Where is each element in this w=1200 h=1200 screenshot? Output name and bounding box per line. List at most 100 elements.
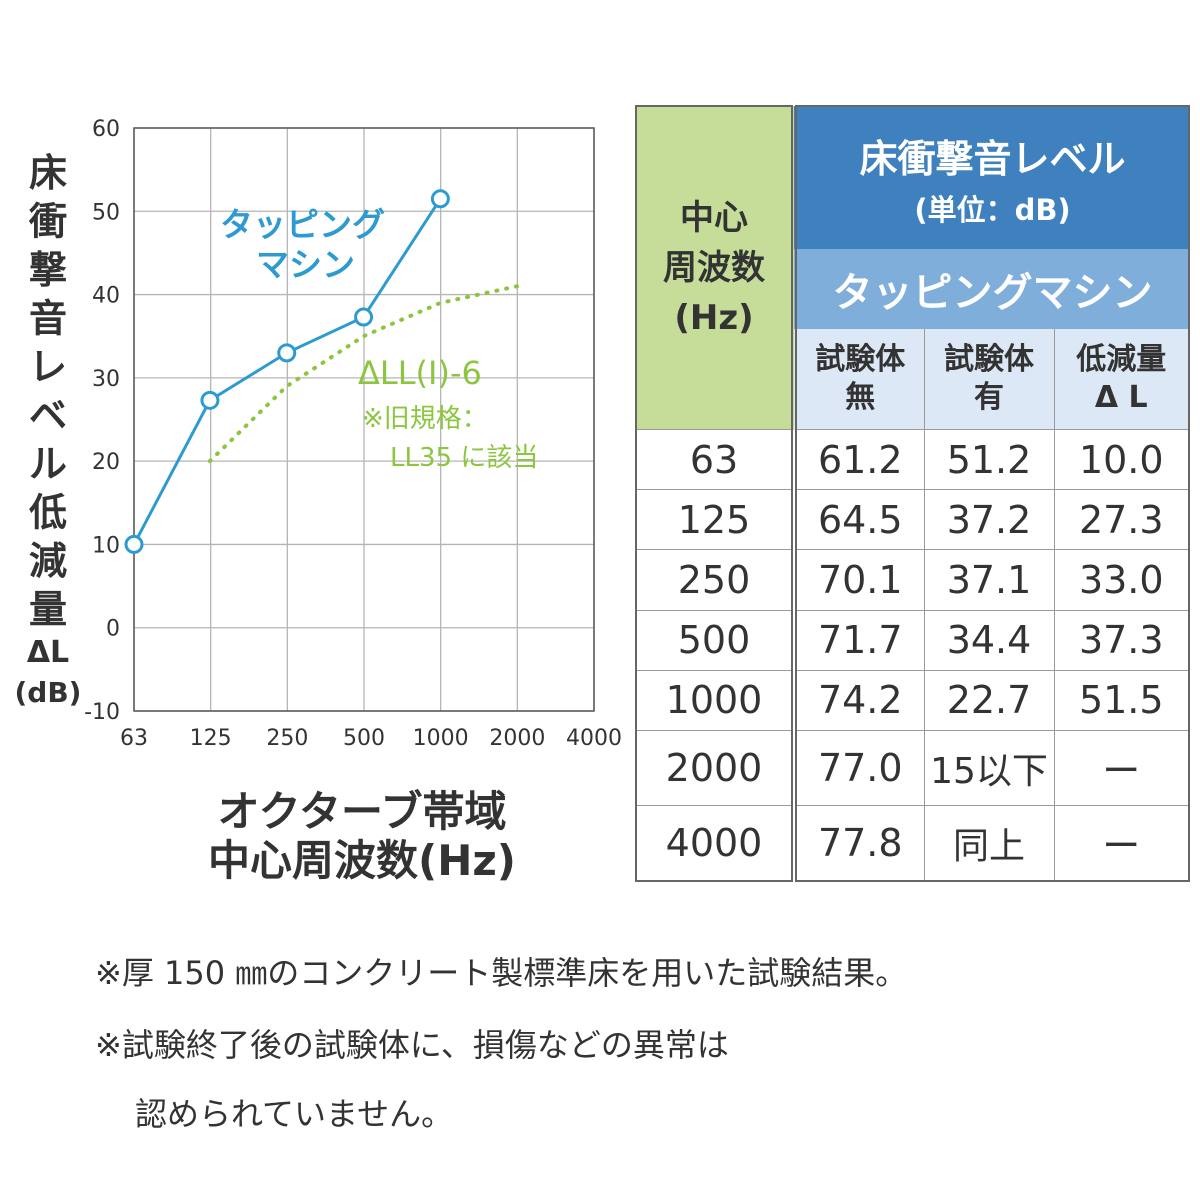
table-row: 125 64.5 37.2 27.3 [636, 489, 1190, 550]
y-tick-label: 20 [92, 450, 120, 475]
table-subtitle: タッピングマシン [794, 249, 1190, 329]
standard-line-label: ΔLL(Ⅰ)-6 [358, 354, 482, 392]
y-title-char: レ [29, 345, 67, 389]
y-title-char: 床 [29, 151, 67, 195]
col-header-without-2: 無 [845, 380, 876, 415]
freq-cell: 250 [636, 549, 797, 611]
table-row: 63 61.2 51.2 10.0 [636, 428, 1190, 490]
value-cell: 37.1 [923, 549, 1054, 611]
old-standard-note-2: LL35 に該当 [390, 443, 538, 473]
y-title-char: 量 [29, 588, 67, 632]
x-axis-ticks: 63 125 250 500 1000 2000 4000 [120, 726, 622, 751]
series-tapping-machine [124, 189, 450, 554]
standard-line-path [207, 284, 520, 464]
col-header-with-2: 有 [974, 380, 1004, 415]
value-cell: 61.2 [794, 428, 924, 490]
y-tick-label: 0 [106, 617, 120, 642]
freq-header-line-2: 周波数 [663, 248, 765, 288]
tapping-machine-label-2: マシン [256, 245, 355, 284]
y-tick-label: -10 [84, 700, 120, 725]
freq-cell: 125 [636, 489, 797, 550]
x-axis-title-2: 中心周波数(Hz) [208, 836, 516, 885]
tapping-machine-label-1: タッピング [220, 205, 385, 244]
value-cell: 64.5 [794, 489, 924, 550]
x-tick-label: 63 [120, 726, 148, 751]
plot-frame [133, 127, 595, 712]
col-header-without-1: 試験体 [815, 342, 906, 377]
table-row: 1000 74.2 22.7 51.5 [636, 669, 1190, 731]
value-cell: 37.2 [923, 489, 1054, 550]
y-title-unit: ΔL [27, 635, 69, 670]
value-cell: 70.1 [794, 549, 924, 611]
value-cell: 22.7 [923, 669, 1054, 731]
y-tick-label: 60 [92, 117, 120, 142]
col-header-without: 試験体 無 [794, 329, 924, 430]
value-cell: 71.7 [794, 609, 924, 671]
value-cell: 51.5 [1053, 669, 1190, 731]
y-tick-label: 30 [92, 367, 120, 392]
y-tick-label: 40 [92, 284, 120, 309]
y-title-char: 低 [29, 491, 67, 535]
y-title-unit-db: (dB) [15, 676, 82, 709]
value-cell: 33.0 [1053, 549, 1190, 611]
freq-header-line-3: (Hz) [674, 298, 754, 338]
table-row: 4000 77.8 同上ー [636, 804, 1190, 881]
col-header-with: 試験体 有 [923, 329, 1054, 430]
value-cell: ー [1053, 729, 1190, 806]
y-title-char: 減 [29, 539, 67, 583]
table-title-cell: 床衝撃音レベル (単位：dB) [794, 106, 1190, 249]
tapping-machine-point [124, 534, 144, 554]
freq-cell: 4000 [636, 804, 797, 881]
tapping-machine-point [200, 390, 220, 410]
value-cell: 37.3 [1053, 609, 1190, 671]
value-cell: ー [1053, 804, 1190, 881]
tapping-machine-point [430, 189, 450, 209]
value-cell: 27.3 [1053, 489, 1190, 550]
value-cell: 77.8 [794, 804, 924, 881]
table-title: 床衝撃音レベル [859, 136, 1126, 181]
y-title-char: 撃 [29, 248, 67, 292]
x-tick-label: 500 [343, 726, 385, 751]
y-tick-label: 10 [92, 533, 120, 558]
y-title-char: ル [29, 442, 67, 486]
note-3: 認められていません。 [135, 1095, 454, 1133]
freq-cell: 1000 [636, 669, 797, 731]
tapping-machine-point [354, 307, 374, 327]
x-tick-label: 4000 [566, 726, 622, 751]
value-cell: 同上 [923, 804, 1054, 881]
series-standard-line [207, 284, 520, 464]
tapping-machine-point [277, 343, 297, 363]
x-tick-label: 2000 [489, 726, 545, 751]
y-axis-ticks: 60 50 40 30 20 10 0 -10 [84, 117, 120, 725]
value-cell: 77.0 [794, 729, 924, 806]
col-header-with-1: 試験体 [944, 342, 1034, 377]
col-header-reduction-1: 低減量 [1076, 342, 1167, 377]
table-unit: (単位：dB) [914, 192, 1071, 227]
x-axis-title-1: オクターブ帯域 [218, 787, 507, 836]
old-standard-note-1: ※旧規格： [362, 404, 488, 434]
value-cell: 10.0 [1053, 428, 1190, 490]
freq-cell: 63 [636, 428, 797, 490]
y-title-char: ベ [29, 394, 67, 438]
note-2: ※試験終了後の試験体に、損傷などの異常は [95, 1026, 729, 1064]
freq-cell: 500 [636, 609, 797, 671]
table-row: 500 71.7 34.4 37.3 [636, 609, 1190, 671]
freq-header-line-1: 中心 [680, 198, 748, 238]
x-tick-label: 1000 [413, 726, 469, 751]
value-cell: 15以下 [923, 729, 1054, 806]
table-row: 250 70.1 37.1 33.0 [636, 549, 1190, 611]
col-header-reduction: 低減量 Δ L [1053, 329, 1190, 430]
freq-cell: 2000 [636, 729, 797, 806]
y-title-char: 音 [29, 297, 67, 341]
freq-header: 中心 周波数 (Hz) [636, 106, 797, 430]
y-tick-label: 50 [92, 200, 120, 225]
value-cell: 74.2 [794, 669, 924, 731]
value-cell: 34.4 [923, 609, 1054, 671]
x-tick-label: 250 [266, 726, 308, 751]
y-title-char: 衝 [28, 200, 67, 244]
value-cell: 51.2 [923, 428, 1054, 490]
table-row: 2000 77.0 15以下ー [636, 729, 1190, 806]
sound-level-table: 中心 周波数 (Hz) 床衝撃音レベル (単位：dB) タッピングマシン 試験体… [635, 105, 1191, 882]
